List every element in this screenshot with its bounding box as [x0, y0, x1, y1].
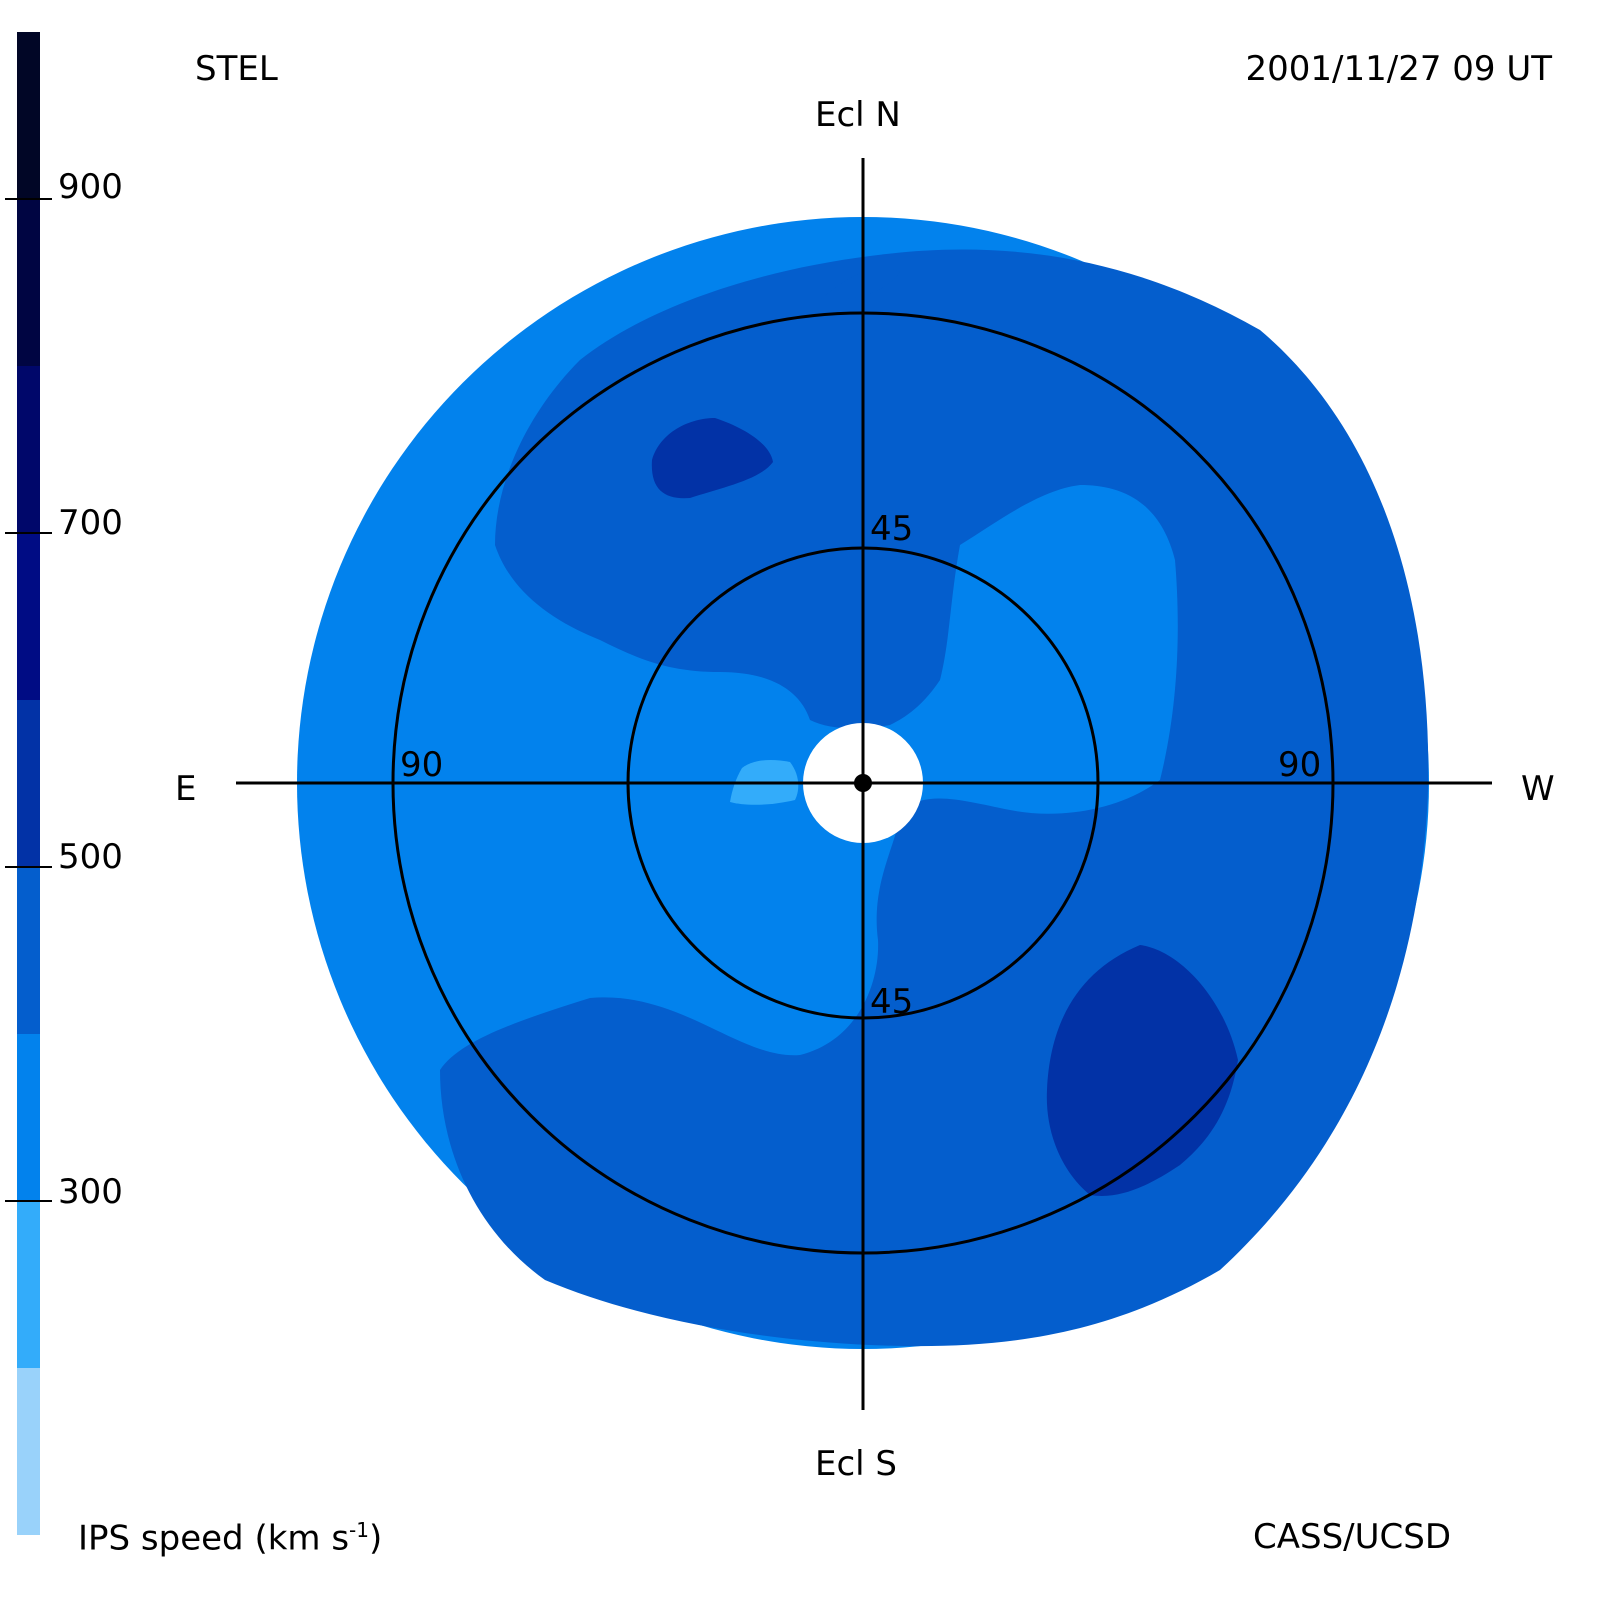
colorbar: [5, 32, 52, 1535]
region-darkest-southwest: [1046, 945, 1238, 1196]
ring-45-label-south: 45: [870, 982, 914, 1022]
south-label: Ecl S: [815, 1444, 898, 1484]
region-dark-east-blob: [820, 267, 900, 300]
colorbar-band: [17, 1201, 40, 1368]
colorbar-band: [17, 533, 40, 700]
colorbar-title-close: ): [369, 1518, 383, 1559]
colorbar-band: [17, 867, 40, 1034]
credit-label: CASS/UCSD: [1253, 1517, 1452, 1557]
colorbar-band: [17, 1034, 40, 1201]
datetime-label: 2001/11/27 09 UT: [1245, 49, 1553, 89]
colorbar-band: [17, 32, 40, 199]
colorbar-band: [17, 700, 40, 867]
observatory-label: STEL: [195, 49, 278, 89]
colorbar-title-exponent: -1: [349, 1518, 369, 1542]
colorbar-band: [17, 366, 40, 533]
colorbar-tick-label: 700: [58, 503, 123, 543]
ring-90-label-west: 90: [1278, 745, 1322, 785]
north-label: Ecl N: [815, 95, 901, 135]
east-label: E: [175, 769, 197, 809]
overlay-grid: [236, 158, 1492, 1410]
sun-center-dot: [854, 774, 872, 792]
colorbar-title-text: IPS speed (km s: [78, 1518, 350, 1559]
colorbar-band: [17, 1368, 40, 1535]
colorbar-tick-label: 300: [58, 1172, 123, 1212]
ring-45-label-north: 45: [870, 509, 914, 549]
colorbar-title: IPS speed (km s-1): [78, 1520, 382, 1555]
ring-90-label-east: 90: [400, 745, 444, 785]
colorbar-tick-label: 900: [58, 167, 123, 207]
region-darkest-northeast: [651, 418, 773, 499]
colorbar-band: [17, 199, 40, 366]
colorbar-tick-label: 500: [58, 837, 123, 877]
west-label: W: [1521, 769, 1555, 809]
